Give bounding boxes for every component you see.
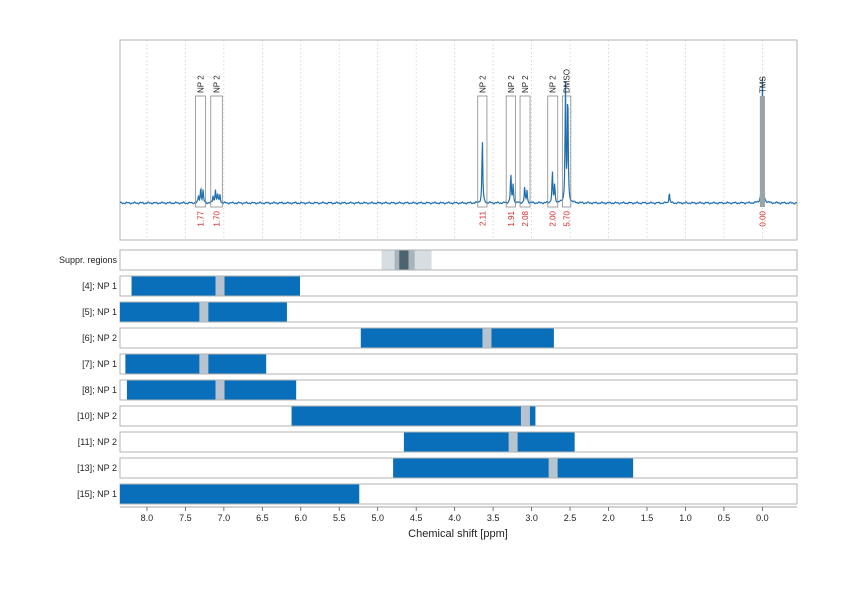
range-row: [5]; NP 1	[82, 301, 798, 323]
x-tick-label: 8.0	[141, 513, 154, 523]
integral-label: 5.70	[563, 210, 572, 226]
peak-label: NP 2	[521, 75, 530, 93]
row-label: [15]; NP 1	[77, 489, 117, 499]
range-marker	[520, 406, 530, 426]
range-marker	[548, 458, 558, 478]
x-tick-label: 4.5	[410, 513, 423, 523]
peak-annotation: TMS 0.00	[758, 76, 767, 226]
spectrum-panel	[119, 39, 798, 241]
range-marker	[482, 328, 492, 348]
integral-label: 1.77	[196, 210, 205, 226]
x-tick-label: 6.0	[295, 513, 308, 523]
range-row: [13]; NP 2	[77, 457, 798, 479]
x-tick-label: 5.5	[333, 513, 346, 523]
x-tick-label: 7.5	[179, 513, 192, 523]
integral-label: 2.11	[478, 210, 487, 226]
integral-label: 0.00	[758, 210, 767, 226]
peak-annotation: NP 2 2.00	[547, 75, 559, 227]
range-marker	[199, 302, 209, 322]
tms-marker	[759, 96, 765, 207]
range-bar	[120, 484, 360, 504]
range-row: [7]; NP 1	[82, 353, 798, 375]
integral-label: 2.00	[549, 210, 558, 226]
integral-label: 1.91	[507, 210, 516, 226]
range-bar	[291, 406, 536, 426]
row-frame	[119, 249, 798, 271]
peak-region-box	[547, 95, 559, 208]
x-tick-label: 1.0	[679, 513, 692, 523]
range-bar	[125, 354, 267, 374]
integral-label: 1.70	[213, 210, 222, 226]
peak-label: NP 2	[478, 75, 487, 93]
range-bar	[126, 380, 297, 400]
range-marker	[215, 276, 225, 296]
row-label: Suppr. regions	[59, 255, 118, 265]
row-frame	[119, 353, 798, 375]
range-marker	[215, 380, 225, 400]
x-axis-label: Chemical shift [ppm]	[408, 528, 508, 540]
peak-label: NP 2	[196, 75, 205, 93]
range-bar	[403, 432, 575, 452]
range-row: [4]; NP 1	[82, 275, 798, 297]
peak-annotations: NP 2 1.77 NP 2 1.70 NP 2 2.11 NP 2 1.91 NP 2 2.08…	[194, 69, 767, 227]
range-bar	[393, 458, 634, 478]
x-tick-label: 3.5	[487, 513, 500, 523]
peak-annotation: NP 2 1.91	[505, 75, 516, 227]
grid-layer	[146, 40, 763, 240]
x-tick-label: 1.5	[641, 513, 654, 523]
peak-region-box	[519, 95, 531, 208]
integral-label: 2.08	[521, 210, 530, 226]
peak-label: TMS	[758, 76, 767, 93]
suppression-row: Suppr. regions	[59, 249, 798, 271]
peak-label: NP 2	[213, 75, 222, 93]
x-axis: 8.0 7.5 7.0 6.5 6.0 5.5 5.0 4.5 4.0 3.5 3.0 2.5 2.0 1…	[120, 506, 797, 523]
spectrum-trace	[119, 77, 798, 205]
peak-region-box	[194, 95, 206, 208]
row-label: [10]; NP 2	[77, 411, 117, 421]
row-label: [13]; NP 2	[77, 463, 117, 473]
peak-annotation: NP 2 2.11	[477, 75, 488, 226]
x-tick-label: 5.0	[371, 513, 384, 523]
spectrum-layer	[119, 77, 798, 205]
range-row: [11]; NP 2	[78, 431, 798, 453]
range-marker	[508, 432, 518, 452]
range-bar	[360, 328, 554, 348]
row-label: [8]; NP 1	[82, 385, 117, 395]
x-tick-label: 0.5	[718, 513, 731, 523]
range-row: [15]; NP 1	[77, 483, 798, 505]
peak-annotation: NP 2 1.77	[194, 75, 206, 227]
peak-annotation: DMSO 5.70	[561, 69, 572, 227]
range-marker	[199, 354, 209, 374]
range-row: [10]; NP 2	[77, 405, 798, 427]
suppression-region	[399, 250, 409, 270]
x-tick-label: 2.5	[564, 513, 577, 523]
peak-region-box	[210, 95, 223, 208]
row-label: [7]; NP 1	[82, 359, 117, 369]
row-label: [11]; NP 2	[78, 437, 117, 447]
peak-label: NP 2	[549, 75, 558, 93]
x-tick-label: 0.0	[756, 513, 769, 523]
range-row: [8]; NP 1	[82, 379, 798, 401]
peak-annotation: NP 2 1.70	[210, 75, 223, 227]
x-tick-label: 2.0	[602, 513, 615, 523]
row-label: [4]; NP 1	[82, 281, 117, 291]
x-tick-label: 3.0	[525, 513, 538, 523]
peak-region-box	[505, 95, 516, 208]
row-label: [6]; NP 2	[82, 333, 117, 343]
x-tick-label: 4.0	[448, 513, 461, 523]
peak-label: NP 2	[507, 75, 516, 93]
range-rows: Suppr. regions [4]; NP 1 [5]; NP 1 [6]; NP …	[59, 249, 798, 505]
x-tick-label: 7.0	[218, 513, 231, 523]
range-row: [6]; NP 2	[82, 327, 798, 349]
peak-label: DMSO	[563, 69, 572, 93]
x-tick-label: 6.5	[256, 513, 269, 523]
row-label: [5]; NP 1	[82, 307, 117, 317]
peak-region-box	[561, 95, 572, 208]
peak-region-box	[477, 95, 488, 208]
peak-annotation: NP 2 2.08	[519, 75, 531, 227]
